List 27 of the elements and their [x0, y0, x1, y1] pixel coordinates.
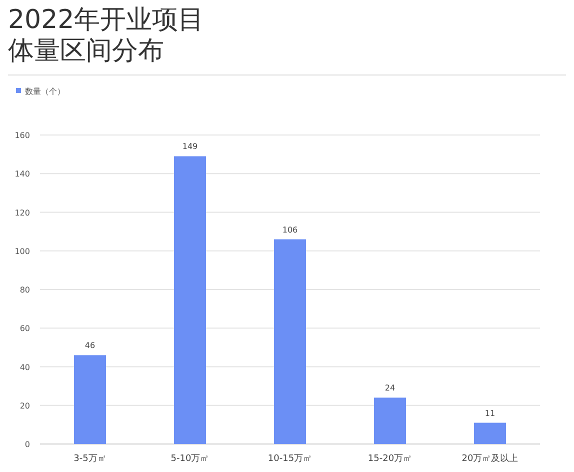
bar: [74, 355, 106, 444]
data-label: 11: [484, 408, 496, 418]
bar: [374, 398, 406, 444]
chart-subtitle: 体量区间分布: [8, 36, 164, 66]
legend-label: 数量（个）: [25, 87, 65, 96]
x-tick-label: 3-5万㎡: [74, 454, 106, 464]
data-label: 106: [282, 225, 298, 234]
y-tick-label: 80: [20, 286, 30, 294]
bar: [174, 156, 206, 444]
y-tick-label: 140: [14, 170, 30, 179]
data-label: 24: [384, 384, 396, 393]
chart-title: 2022年开业项目: [8, 5, 204, 35]
bar: [474, 422, 506, 444]
x-tick-label: 20万㎡及以上: [462, 453, 518, 464]
y-tick-label: 40: [20, 362, 30, 372]
y-tick-label: 60: [20, 324, 30, 334]
y-tick-label: 120: [14, 208, 30, 218]
bar: [274, 239, 306, 444]
data-label: 46: [84, 341, 96, 350]
y-tick-label: 160: [14, 131, 30, 140]
data-label: 149: [182, 142, 198, 152]
x-tick-label: 10-15万㎡: [268, 454, 312, 464]
y-tick-label: 0: [24, 440, 30, 449]
y-tick-label: 20: [20, 401, 30, 410]
x-tick-label: 5-10万㎡: [170, 454, 210, 464]
y-tick-label: 100: [14, 246, 30, 256]
x-tick-label: 15-20万㎡: [368, 454, 412, 464]
